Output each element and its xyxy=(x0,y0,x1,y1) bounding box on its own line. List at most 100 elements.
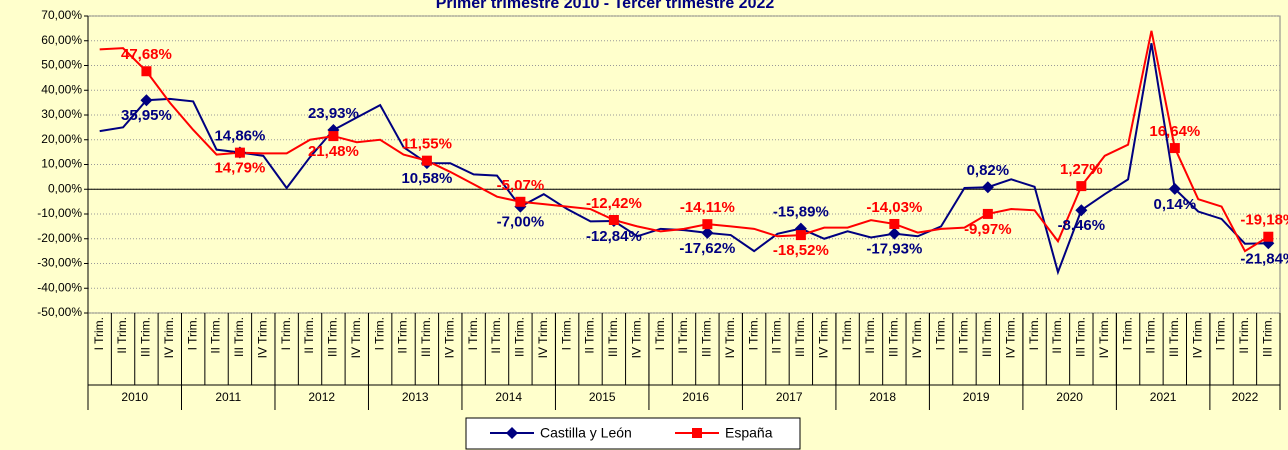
marker xyxy=(328,131,339,142)
x-tick-label: IV Trim. xyxy=(349,317,363,358)
year-label: 2015 xyxy=(589,390,616,404)
data-label: -21,84% xyxy=(1240,250,1288,267)
chart-title: Primer trimestre 2010 - Tercer trimestre… xyxy=(436,0,775,12)
y-tick-label: 60,00% xyxy=(41,33,82,47)
data-label: -12,42% xyxy=(586,195,642,212)
year-label: 2013 xyxy=(402,390,429,404)
year-label: 2012 xyxy=(308,390,335,404)
marker xyxy=(889,218,900,229)
data-label: 1,27% xyxy=(1060,161,1103,178)
x-tick-label: II Trim. xyxy=(770,317,784,354)
data-label: -17,62% xyxy=(679,240,735,257)
x-tick-label: III Trim. xyxy=(1260,317,1274,357)
x-tick-label: II Trim. xyxy=(1237,317,1251,354)
x-tick-label: I Trim. xyxy=(279,317,293,350)
x-tick-label: I Trim. xyxy=(92,317,106,350)
x-tick-label: I Trim. xyxy=(1214,317,1228,350)
x-tick-label: I Trim. xyxy=(372,317,386,350)
x-tick-label: IV Trim. xyxy=(162,317,176,358)
x-tick-label: I Trim. xyxy=(933,317,947,350)
marker xyxy=(421,155,432,166)
x-tick-label: III Trim. xyxy=(1167,317,1181,357)
marker xyxy=(234,147,245,158)
x-tick-label: IV Trim. xyxy=(1097,317,1111,358)
data-label: -19,18% xyxy=(1240,212,1288,229)
x-tick-label: II Trim. xyxy=(489,317,503,354)
x-tick-label: III Trim. xyxy=(513,317,527,357)
year-label: 2016 xyxy=(682,390,709,404)
data-label: 14,86% xyxy=(214,127,265,144)
marker xyxy=(140,94,153,107)
data-label: 16,64% xyxy=(1149,123,1200,140)
marker xyxy=(701,226,714,239)
y-tick-label: 20,00% xyxy=(41,132,82,146)
data-label: 10,58% xyxy=(401,170,452,187)
x-tick-label: II Trim. xyxy=(583,317,597,354)
x-tick-label: II Trim. xyxy=(115,317,129,354)
data-label: 11,55% xyxy=(402,136,452,153)
x-tick-label: III Trim. xyxy=(419,317,433,357)
x-tick-label: IV Trim. xyxy=(910,317,924,358)
x-tick-label: IV Trim. xyxy=(1003,317,1017,358)
x-tick-label: I Trim. xyxy=(653,317,667,350)
marker xyxy=(1168,182,1181,195)
x-tick-label: II Trim. xyxy=(1050,317,1064,354)
x-tick-label: II Trim. xyxy=(302,317,316,354)
series-line xyxy=(99,30,1269,253)
marker xyxy=(515,196,526,207)
marker xyxy=(982,208,993,219)
data-label: -17,93% xyxy=(866,241,922,258)
data-label: -5,07% xyxy=(497,177,545,194)
y-tick-label: 40,00% xyxy=(41,82,82,96)
x-tick-label: IV Trim. xyxy=(816,317,830,358)
year-label: 2014 xyxy=(495,390,522,404)
marker xyxy=(702,219,713,230)
x-tick-label: III Trim. xyxy=(700,317,714,357)
x-tick-label: III Trim. xyxy=(793,317,807,357)
y-tick-label: 0,00% xyxy=(48,181,82,195)
x-tick-label: IV Trim. xyxy=(536,317,550,358)
x-tick-label: II Trim. xyxy=(396,317,410,354)
marker xyxy=(795,230,806,241)
marker xyxy=(981,181,994,194)
marker xyxy=(692,428,702,438)
x-tick-label: II Trim. xyxy=(676,317,690,354)
y-tick-label: -30,00% xyxy=(37,256,82,270)
x-tick-label: III Trim. xyxy=(326,317,340,357)
x-tick-label: II Trim. xyxy=(1144,317,1158,354)
x-tick-label: III Trim. xyxy=(980,317,994,357)
y-tick-label: -10,00% xyxy=(37,206,82,220)
data-label: 35,95% xyxy=(121,107,172,124)
series-line xyxy=(99,43,1269,276)
x-tick-label: III Trim. xyxy=(139,317,153,357)
data-label: -7,00% xyxy=(497,214,545,231)
x-tick-label: II Trim. xyxy=(863,317,877,354)
data-label: 14,79% xyxy=(214,160,265,177)
data-label: -9,97% xyxy=(964,221,1012,238)
x-tick-label: I Trim. xyxy=(840,317,854,350)
x-tick-label: IV Trim. xyxy=(442,317,456,358)
y-tick-label: -20,00% xyxy=(37,231,82,245)
x-tick-label: I Trim. xyxy=(466,317,480,350)
marker xyxy=(141,66,152,77)
x-tick-label: IV Trim. xyxy=(629,317,643,358)
data-label: 23,93% xyxy=(308,105,359,122)
data-label: -14,11% xyxy=(680,199,735,216)
year-label: 2017 xyxy=(776,390,803,404)
y-tick-label: 30,00% xyxy=(41,107,82,121)
year-label: 2010 xyxy=(121,390,148,404)
data-label: -8,46% xyxy=(1058,217,1106,234)
y-tick-label: -50,00% xyxy=(37,305,82,319)
x-tick-label: IV Trim. xyxy=(1190,317,1204,358)
year-label: 2022 xyxy=(1232,390,1259,404)
marker xyxy=(888,227,901,240)
x-tick-label: I Trim. xyxy=(559,317,573,350)
marker xyxy=(1169,143,1180,154)
marker xyxy=(1076,181,1087,192)
y-tick-label: 50,00% xyxy=(41,58,82,72)
data-label: 0,14% xyxy=(1154,196,1197,213)
data-label: -18,52% xyxy=(773,242,829,259)
y-tick-label: 10,00% xyxy=(41,157,82,171)
x-tick-label: II Trim. xyxy=(957,317,971,354)
